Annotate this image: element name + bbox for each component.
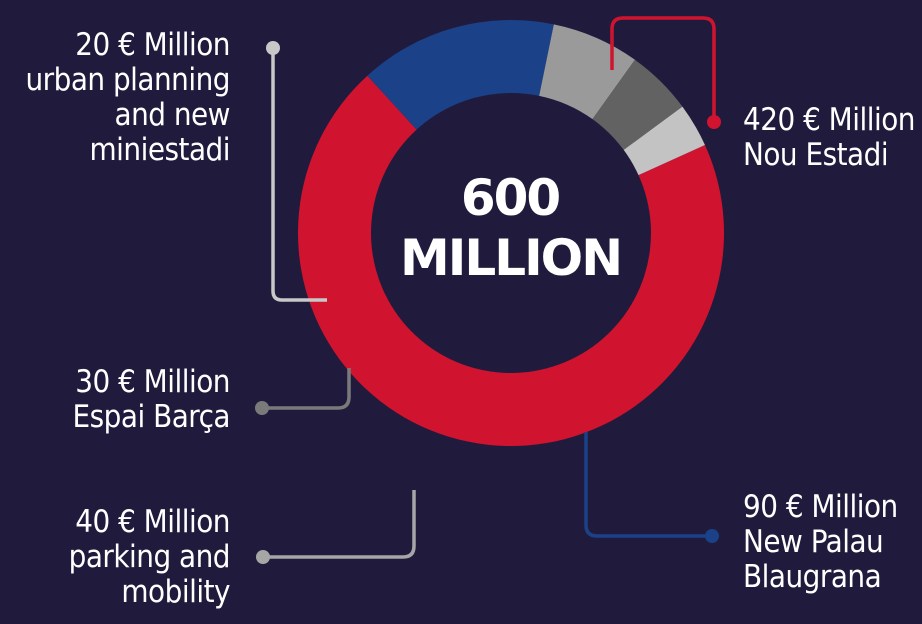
label-urban-planning: 20 € Million urban planning and new mini… [25,28,230,168]
center-total-value: 600 [460,169,561,227]
label-urban-line-1: 20 € Million [75,27,230,63]
leader-dot-urban [266,41,280,55]
label-parking-line-3: mobility [121,574,230,610]
leader-dot-nou_estadi [707,115,721,129]
label-palau-line-1: 90 € Million [743,489,898,525]
leader-dot-parking [256,550,270,564]
label-urban-line-3: and new [114,97,231,133]
center-total-label: 600 MILLION [400,168,623,288]
slice-palau [367,20,554,130]
slice-urban [623,106,705,176]
leader-line-urban [271,48,327,302]
leader-line-palau [584,432,712,538]
slice-nou_estadi [298,75,725,446]
label-urban-line-4: miniestadi [89,132,230,168]
label-espai-line-1: 30 € Million [75,364,230,400]
label-urban-line-2: urban planning [25,62,230,98]
center-total-unit: MILLION [400,229,623,287]
label-parking-mobility: 40 € Million parking and mobility [68,504,231,610]
leader-dot-palau [705,529,719,543]
label-palau-line-2: New Palau [743,524,884,560]
label-nou-estadi-line-1: 420 € Million [743,102,915,138]
slice-espai [592,59,683,150]
label-espai-barca: 30 € Million Espai Barça [72,364,231,435]
label-palau-line-3: Blaugrana [743,559,882,595]
leader-line-parking [263,490,416,559]
leader-dot-espai [255,401,269,415]
leader-line-nou_estadi [610,16,716,122]
label-parking-line-1: 40 € Million [75,504,230,540]
label-parking-line-2: parking and [68,539,231,575]
label-palau-blaugrana: 90 € Million New Palau Blaugrana [743,490,898,595]
label-espai-line-2: Espai Barça [72,399,231,435]
label-nou-estadi-line-2: Nou Estadi [743,137,889,173]
label-nou-estadi: 420 € Million Nou Estadi [743,103,915,173]
leader-line-espai [262,368,351,410]
